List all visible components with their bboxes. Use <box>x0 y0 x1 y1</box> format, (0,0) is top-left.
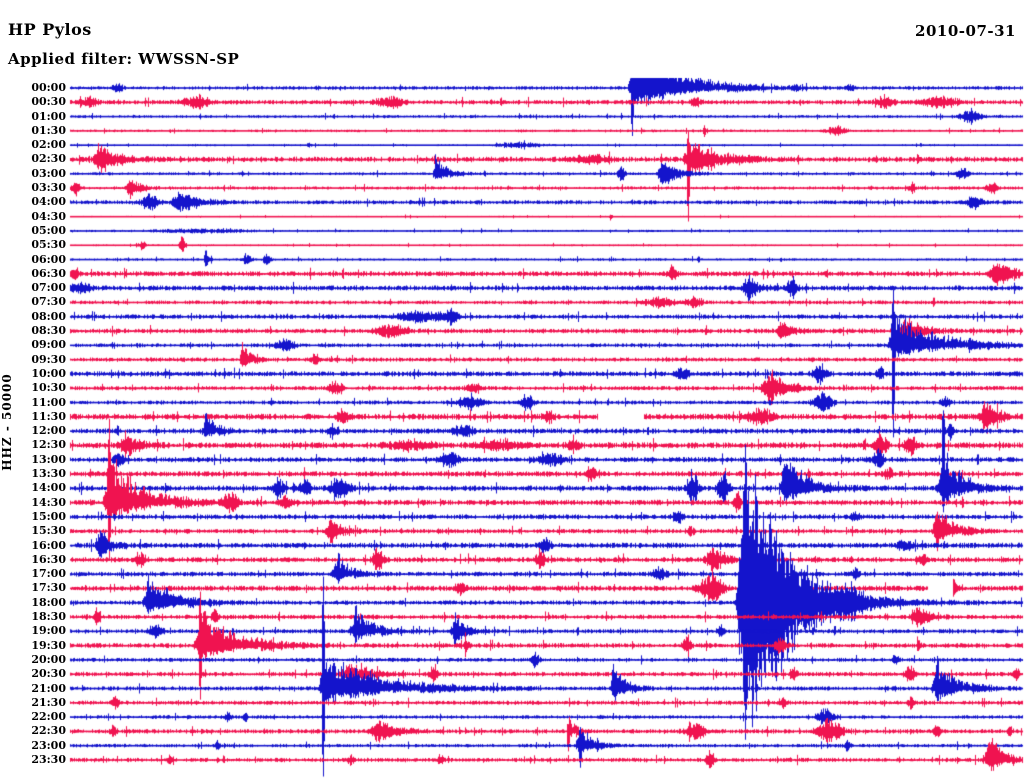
time-label: 19:30 <box>31 638 66 652</box>
time-label: 23:30 <box>31 753 66 766</box>
time-label: 05:00 <box>31 223 66 237</box>
time-label: 03:00 <box>31 166 66 180</box>
time-label: 18:00 <box>31 595 66 609</box>
time-label: 08:00 <box>31 309 66 323</box>
station-title: HP Pylos <box>8 20 92 39</box>
time-label: 10:00 <box>31 366 66 380</box>
time-label: 15:00 <box>31 509 66 523</box>
time-label: 16:00 <box>31 538 66 552</box>
time-label: 01:00 <box>31 109 66 123</box>
time-label: 23:00 <box>31 738 66 752</box>
time-label: 09:30 <box>31 352 66 366</box>
time-label: 11:30 <box>31 409 66 423</box>
time-label: 10:30 <box>31 381 66 395</box>
time-label: 14:30 <box>31 495 66 509</box>
time-label: 02:00 <box>31 138 66 152</box>
time-label: 16:30 <box>31 552 66 566</box>
time-label: 20:00 <box>31 652 66 666</box>
time-label: 08:30 <box>31 324 66 338</box>
time-label: 03:30 <box>31 181 66 195</box>
time-label: 04:00 <box>31 195 66 209</box>
time-label: 20:30 <box>31 667 66 681</box>
time-label: 22:30 <box>31 724 66 738</box>
time-label: 06:30 <box>31 266 66 280</box>
time-label: 15:30 <box>31 524 66 538</box>
time-label: 17:30 <box>31 581 66 595</box>
time-label: 00:00 <box>31 81 66 94</box>
time-label: 18:30 <box>31 610 66 624</box>
date-label: 2010-07-31 <box>915 22 1016 40</box>
time-label: 06:00 <box>31 252 66 266</box>
time-label: 13:00 <box>31 452 66 466</box>
time-label: 12:30 <box>31 438 66 452</box>
time-label: 21:00 <box>31 681 66 695</box>
time-label: 04:30 <box>31 209 66 223</box>
time-label: 14:00 <box>31 481 66 495</box>
time-label: 01:30 <box>31 123 66 137</box>
time-label: 00:30 <box>31 95 66 109</box>
time-label: 07:00 <box>31 281 66 295</box>
time-label: 05:30 <box>31 238 66 252</box>
time-label: 09:00 <box>31 338 66 352</box>
time-label: 19:00 <box>31 624 66 638</box>
time-label: 02:30 <box>31 152 66 166</box>
time-label: 11:00 <box>31 395 66 409</box>
time-label: 22:00 <box>31 710 66 724</box>
time-label: 21:30 <box>31 695 66 709</box>
filter-label: Applied filter: WWSSN-SP <box>8 50 240 68</box>
time-label: 12:00 <box>31 424 66 438</box>
time-label: 13:30 <box>31 467 66 481</box>
time-label: 07:30 <box>31 295 66 309</box>
time-label: 17:00 <box>31 567 66 581</box>
